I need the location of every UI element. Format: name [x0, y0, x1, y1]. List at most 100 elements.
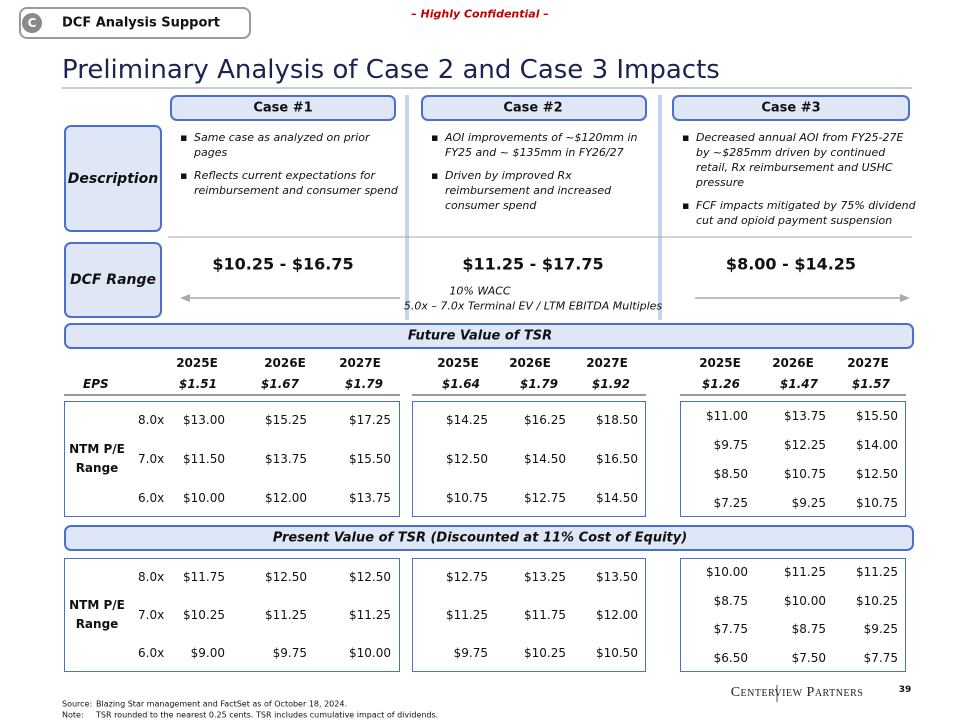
value-cell: $15.25 [265, 413, 307, 428]
page-number: 39 [898, 685, 912, 695]
table-frame [412, 558, 646, 672]
value-cell: $12.75 [446, 570, 488, 584]
year-header: 2027E [847, 356, 889, 370]
value-cell: $13.25 [524, 570, 566, 584]
section-title: Future Value of TSR [407, 328, 553, 344]
value-cell: $11.25 [446, 608, 488, 622]
table-frame [64, 401, 400, 517]
value-cell: $12.75 [524, 490, 566, 505]
case-name: Case #1 [253, 100, 313, 116]
value-cell: $11.75 [524, 608, 566, 622]
year-header: 2026E [772, 356, 814, 370]
page-title: Preliminary Analysis of Case 2 and Case … [62, 55, 720, 85]
eps-value: $1.51 [179, 377, 217, 391]
value-cell: $11.00 [706, 408, 748, 423]
value-cell: $10.00 [706, 565, 748, 580]
value-cell: $13.00 [183, 413, 225, 428]
badge-letter: C [27, 16, 37, 30]
value-cell: $9.00 [190, 646, 225, 660]
section-title: Present Value of TSR (Discounted at 11% … [272, 530, 688, 546]
value-cell: $10.00 [349, 646, 391, 660]
multiple: 6.0x [138, 646, 165, 660]
bullet: FCF impacts mitigated by 75% dividend cu… [682, 198, 920, 228]
year-header: 2026E [509, 356, 551, 370]
value-cell: $16.25 [524, 413, 566, 428]
value-cell: $11.50 [183, 452, 225, 466]
note: TSR rounded to the nearest 0.25 cents. T… [96, 710, 439, 720]
value-cell: $18.50 [596, 413, 638, 428]
multiple: 8.0x [138, 570, 165, 584]
value-cell: $7.25 [713, 495, 748, 510]
year-header: 2025E [437, 356, 479, 370]
eps-value: $1.47 [780, 377, 818, 391]
eps-value: $1.92 [592, 377, 630, 391]
arrow-head [900, 294, 910, 302]
confidential: – Highly Confidential – [411, 7, 549, 21]
multiple: 7.0x [138, 452, 165, 466]
value-cell: $15.50 [856, 408, 898, 423]
row-label: DCF Range [69, 272, 157, 288]
dcf-range: $8.00 - $14.25 [725, 254, 857, 274]
value-cell: $13.75 [265, 452, 307, 466]
value-cell: $8.50 [713, 466, 748, 481]
value-cell: $15.50 [349, 452, 391, 466]
value-cell: $9.25 [863, 622, 898, 637]
value-cell: $10.00 [784, 593, 826, 608]
bullet: Decreased annual AOI from FY25-27E by ~$… [682, 130, 920, 190]
badge-frame [19, 7, 251, 39]
value-cell: $12.50 [856, 466, 898, 481]
table-frame [680, 558, 906, 672]
eps-label: EPS [83, 377, 109, 391]
value-cell: $11.25 [349, 608, 391, 622]
eps-value: $1.64 [442, 377, 480, 391]
multiples-note: 5.0x – 7.0x Terminal EV / LTM EBITDA Mul… [403, 299, 663, 313]
case-header [672, 95, 910, 121]
eps-value: $1.79 [520, 377, 558, 391]
eps-value: $1.67 [261, 377, 299, 391]
dcf-range: $11.25 - $17.75 [462, 254, 604, 274]
year-header: 2025E [176, 356, 218, 370]
wacc: 10% WACC [449, 284, 511, 298]
logo: Centerview Partners [730, 685, 864, 700]
value-cell: $7.75 [863, 650, 898, 665]
value-cell: $12.50 [349, 570, 391, 584]
value-cell: $11.25 [856, 565, 898, 580]
case-name: Case #3 [761, 100, 821, 116]
table-frame [64, 558, 400, 672]
note-label: Note: [62, 710, 84, 720]
value-cell: $12.25 [784, 437, 826, 452]
value-cell: $9.25 [791, 495, 826, 510]
multiple: 8.0x [138, 413, 165, 428]
row-label-box [64, 242, 162, 318]
value-cell: $10.50 [596, 646, 638, 660]
case-name: Case #2 [503, 100, 563, 116]
value-cell: $10.75 [856, 495, 898, 510]
table-frame [680, 401, 906, 517]
row-label-box [64, 125, 162, 232]
source-label: Source: [62, 699, 93, 709]
value-cell: $10.25 [524, 646, 566, 660]
case-header [170, 95, 396, 121]
value-cell: $10.75 [784, 466, 826, 481]
eps-value: $1.57 [852, 377, 890, 391]
value-cell: $11.25 [265, 608, 307, 622]
badge-label: DCF Analysis Support [62, 15, 220, 31]
arrow-head [180, 294, 190, 302]
value-cell: $7.75 [713, 622, 748, 637]
value-cell: $10.25 [183, 608, 225, 622]
multiple: 7.0x [138, 608, 165, 622]
value-cell: $14.25 [446, 413, 488, 428]
value-cell: $9.75 [453, 646, 488, 660]
table-frame [412, 401, 646, 517]
value-cell: $11.25 [784, 565, 826, 580]
badge-circle [22, 13, 42, 33]
source: Blazing Star management and FactSet as o… [96, 699, 347, 709]
value-cell: $11.75 [183, 570, 225, 584]
value-cell: $12.00 [596, 608, 638, 622]
dcf-range: $10.25 - $16.75 [212, 254, 354, 274]
value-cell: $10.25 [856, 593, 898, 608]
section-banner [64, 525, 914, 551]
year-header: 2026E [264, 356, 306, 370]
